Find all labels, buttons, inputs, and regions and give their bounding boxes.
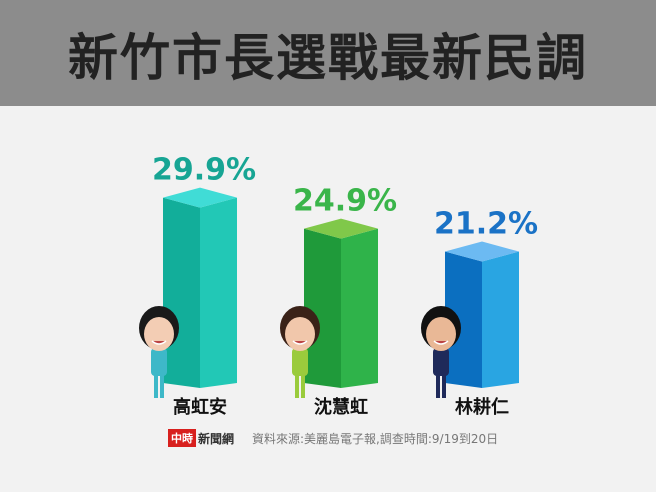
value-label: 29.9% [152,153,256,188]
bar-face-right [482,251,519,388]
chart-title: 新竹市長選戰最新民調 [68,29,588,87]
value-label: 21.2% [434,207,538,242]
bar-face-top [445,241,519,262]
source-note: 資料來源:美麗島電子報,調查時間:9/19到20日 [252,431,499,446]
bar-1 [163,187,237,388]
logo-china-times: 中時 [168,429,196,447]
footer: 中時 新聞網 資料來源:美麗島電子報,調查時間:9/19到20日 [168,429,498,447]
bar-face-right [200,197,237,388]
candidate-figure [139,306,179,398]
bar-face-right [341,228,378,388]
bar-face-top [163,187,237,208]
bar-2 [304,218,378,388]
category-label: 沈慧虹 [314,396,368,418]
bar-face-left [445,251,482,388]
candidate-figure [421,306,461,398]
bar-3 [445,241,519,388]
header-band [0,0,656,106]
candidate-figure [280,306,320,398]
category-label: 高虹安 [173,396,227,418]
bar-face-top [304,218,378,239]
logo-text: 新聞網 [198,431,235,446]
category-label: 林耕仁 [455,396,509,418]
bar-face-left [163,197,200,388]
bar-face-left [304,228,341,388]
value-label: 24.9% [293,184,397,219]
